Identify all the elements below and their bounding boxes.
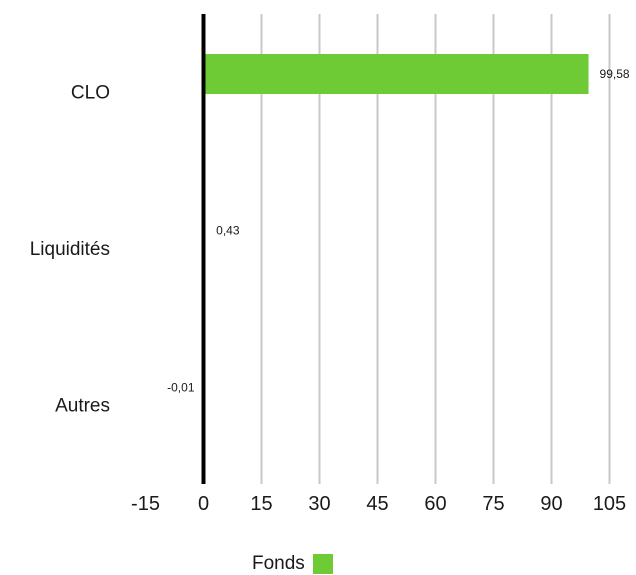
legend-swatch xyxy=(313,554,333,574)
bar-0 xyxy=(204,54,589,94)
x-tick-label: 15 xyxy=(250,493,272,515)
x-tick-label: 75 xyxy=(482,493,504,515)
x-tick-label: 45 xyxy=(366,493,388,515)
data-label: 0,43 xyxy=(216,224,240,238)
x-tick-label: 30 xyxy=(308,493,330,515)
category-labels: CLO Liquidités Autres xyxy=(30,82,110,416)
legend-label: Fonds xyxy=(252,553,305,575)
x-tick-label: 90 xyxy=(540,493,562,515)
x-tick-label: 0 xyxy=(198,493,209,515)
x-tick-label: 60 xyxy=(424,493,446,515)
x-tick-label: -15 xyxy=(131,493,160,515)
category-label: Autres xyxy=(55,396,110,417)
category-label: Liquidités xyxy=(30,239,110,260)
x-tick-labels: -15 0 15 30 45 60 75 90 105 xyxy=(131,493,626,515)
data-label: -0,01 xyxy=(167,380,195,394)
category-label: CLO xyxy=(71,82,110,103)
x-tick-label: 105 xyxy=(593,493,626,515)
data-label: 99,58 xyxy=(600,67,630,81)
legend: Fonds xyxy=(252,553,333,575)
data-labels: 99,58 0,43 -0,01 xyxy=(167,67,630,394)
